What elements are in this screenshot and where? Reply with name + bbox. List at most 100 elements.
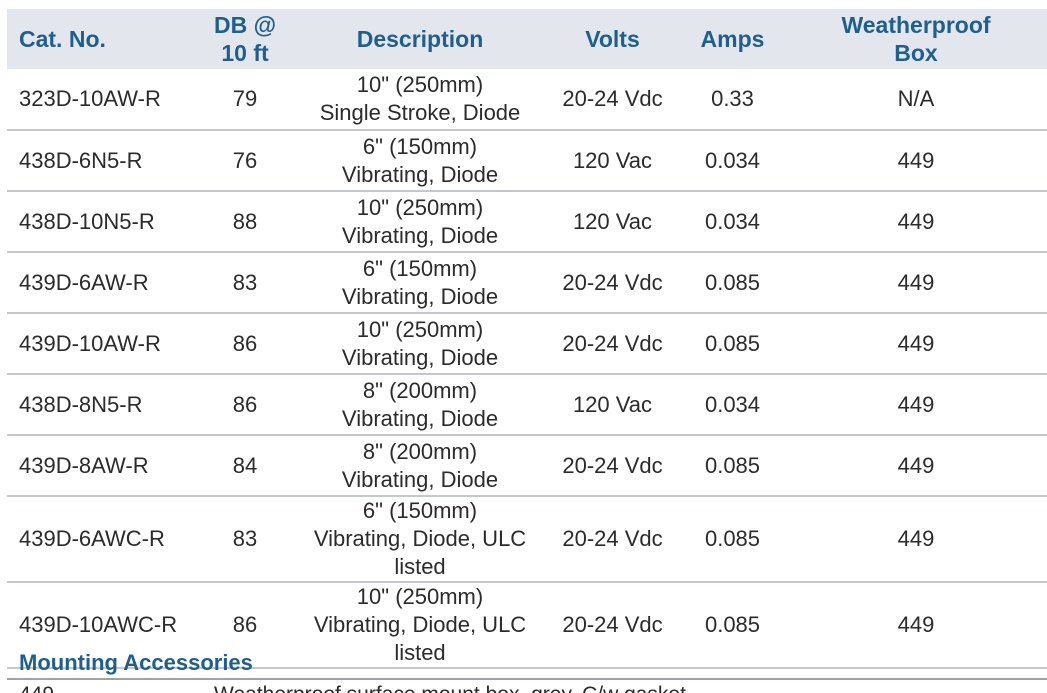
cell-description: 8" (200mm) Vibrating, Diode (295, 435, 545, 497)
cell-box: 449 (785, 252, 1047, 314)
cell-description-type: Single Stroke, Diode (319, 100, 521, 125)
cell-cat-no: 323D-10AW-R (7, 69, 195, 131)
table-body: 323D-10AW-R 79 10" (250mm) Single Stroke… (7, 69, 1047, 669)
header-volts: Volts (585, 26, 640, 52)
header-row: Cat. No. DB @ 10 ft Description Volts Am… (7, 9, 1047, 69)
cell-volts: 20-24 Vdc (545, 69, 680, 131)
cell-box: 449 (785, 191, 1047, 253)
cell-db: 83 (195, 252, 295, 314)
cell-cat-no: 438D-6N5-R (7, 130, 195, 192)
table-row: 438D-8N5-R 86 8" (200mm) Vibrating, Diod… (7, 374, 1047, 436)
table-row: 439D-10AW-R 86 10" (250mm) Vibrating, Di… (7, 313, 1047, 375)
cell-description-size: 10" (250mm) (356, 194, 484, 220)
cell-description: 10" (250mm) Vibrating, Diode (295, 191, 545, 253)
cell-description-type: Vibrating, Diode (341, 466, 499, 492)
cell-description-size: 6" (150mm) (362, 255, 478, 281)
cell-volts: 20-24 Vdc (545, 313, 680, 375)
cell-description-size: 8" (200mm) (362, 377, 478, 403)
cell-volts: 120 Vac (545, 130, 680, 192)
cell-description-type: Vibrating, Diode (341, 283, 499, 309)
cell-cat-no: 438D-8N5-R (7, 374, 195, 436)
table-row: 439D-6AWC-R 83 6" (150mm) Vibrating, Dio… (7, 496, 1047, 583)
table-row: 439D-8AW-R 84 8" (200mm) Vibrating, Diod… (7, 435, 1047, 497)
cell-description: 10" (250mm) Vibrating, Diode (295, 313, 545, 375)
table-row: 438D-10N5-R 88 10" (250mm) Vibrating, Di… (7, 191, 1047, 253)
cell-description: 10" (250mm) Vibrating, Diode, ULC listed (295, 582, 545, 669)
cell-description-type: Vibrating, Diode (341, 161, 499, 187)
cell-amps: 0.085 (680, 252, 785, 314)
header-amps: Amps (700, 26, 765, 52)
cell-description-type: Vibrating, Diode (341, 344, 499, 370)
header-weatherproof-line2: Box (894, 40, 938, 66)
cell-description-size: 8" (200mm) (362, 438, 478, 464)
cell-db: 79 (195, 69, 295, 131)
cell-description: 8" (200mm) Vibrating, Diode (295, 374, 545, 436)
accessory-row: 449 Weatherproof surface mount box, grey… (19, 682, 1039, 693)
cell-description: 6" (150mm) Vibrating, Diode, ULC listed (295, 496, 545, 583)
cell-amps: 0.085 (680, 582, 785, 669)
cell-box: 449 (785, 374, 1047, 436)
cell-description-size: 10" (250mm) (356, 72, 484, 97)
cell-amps: 0.085 (680, 496, 785, 583)
cell-description-size: 6" (150mm) (362, 498, 478, 523)
cell-description: 6" (150mm) Vibrating, Diode (295, 130, 545, 192)
cell-description-type: Vibrating, Diode, ULC listed (313, 526, 527, 579)
cell-volts: 120 Vac (545, 191, 680, 253)
cell-box: N/A (785, 69, 1047, 131)
table-row: 438D-6N5-R 76 6" (150mm) Vibrating, Diod… (7, 130, 1047, 192)
cell-volts: 20-24 Vdc (545, 435, 680, 497)
header-description: Description (356, 26, 484, 52)
cell-volts: 120 Vac (545, 374, 680, 436)
cell-description-size: 10" (250mm) (356, 316, 484, 342)
section-divider (7, 678, 1047, 680)
cell-box: 449 (785, 130, 1047, 192)
table-row: 439D-10AWC-R 86 10" (250mm) Vibrating, D… (7, 582, 1047, 669)
header-db-line2: 10 ft (221, 40, 269, 66)
cell-db: 86 (195, 582, 295, 669)
cell-amps: 0.034 (680, 374, 785, 436)
cell-db: 88 (195, 191, 295, 253)
header-weatherproof-line1: Weatherproof (841, 12, 991, 38)
cell-cat-no: 439D-6AWC-R (7, 496, 195, 583)
specifications-table: Cat. No. DB @ 10 ft Description Volts Am… (7, 9, 1047, 669)
cell-amps: 0.085 (680, 313, 785, 375)
cell-volts: 20-24 Vdc (545, 582, 680, 669)
cell-amps: 0.33 (680, 69, 785, 131)
cell-description-type: Vibrating, Diode (341, 222, 499, 248)
cell-volts: 20-24 Vdc (545, 252, 680, 314)
cell-db: 86 (195, 313, 295, 375)
cell-box: 449 (785, 313, 1047, 375)
cell-db: 86 (195, 374, 295, 436)
table-row: 323D-10AW-R 79 10" (250mm) Single Stroke… (7, 69, 1047, 131)
cell-volts: 20-24 Vdc (545, 496, 680, 583)
cell-description-type: Vibrating, Diode, ULC listed (313, 612, 527, 665)
header-db-line1: DB @ (213, 12, 277, 38)
table-row: 439D-6AW-R 83 6" (150mm) Vibrating, Diod… (7, 252, 1047, 314)
cell-db: 76 (195, 130, 295, 192)
header-weatherproof-box: Weatherproof Box (785, 9, 1047, 69)
cell-db: 83 (195, 496, 295, 583)
table-header: Cat. No. DB @ 10 ft Description Volts Am… (7, 9, 1047, 69)
cell-amps: 0.034 (680, 191, 785, 253)
mounting-accessories-heading: Mounting Accessories (19, 650, 253, 675)
cell-box: 449 (785, 435, 1047, 497)
cell-description: 6" (150mm) Vibrating, Diode (295, 252, 545, 314)
accessory-description: Weatherproof surface mount box, grey, C/… (214, 682, 686, 693)
header-cat-no: Cat. No. (19, 26, 106, 52)
cell-description: 10" (250mm) Single Stroke, Diode (295, 69, 545, 131)
cell-cat-no: 439D-10AWC-R (7, 582, 195, 669)
accessory-cat-no: 449 (19, 682, 54, 693)
cell-db: 84 (195, 435, 295, 497)
cell-cat-no: 439D-10AW-R (7, 313, 195, 375)
cell-description-size: 6" (150mm) (362, 133, 478, 159)
cell-description-size: 10" (250mm) (356, 584, 484, 609)
cell-cat-no: 439D-6AW-R (7, 252, 195, 314)
cell-cat-no: 438D-10N5-R (7, 191, 195, 253)
header-db: DB @ 10 ft (195, 9, 295, 69)
cell-amps: 0.085 (680, 435, 785, 497)
cell-box: 449 (785, 496, 1047, 583)
cell-box: 449 (785, 582, 1047, 669)
cell-description-type: Vibrating, Diode (341, 405, 499, 431)
cell-amps: 0.034 (680, 130, 785, 192)
cell-cat-no: 439D-8AW-R (7, 435, 195, 497)
